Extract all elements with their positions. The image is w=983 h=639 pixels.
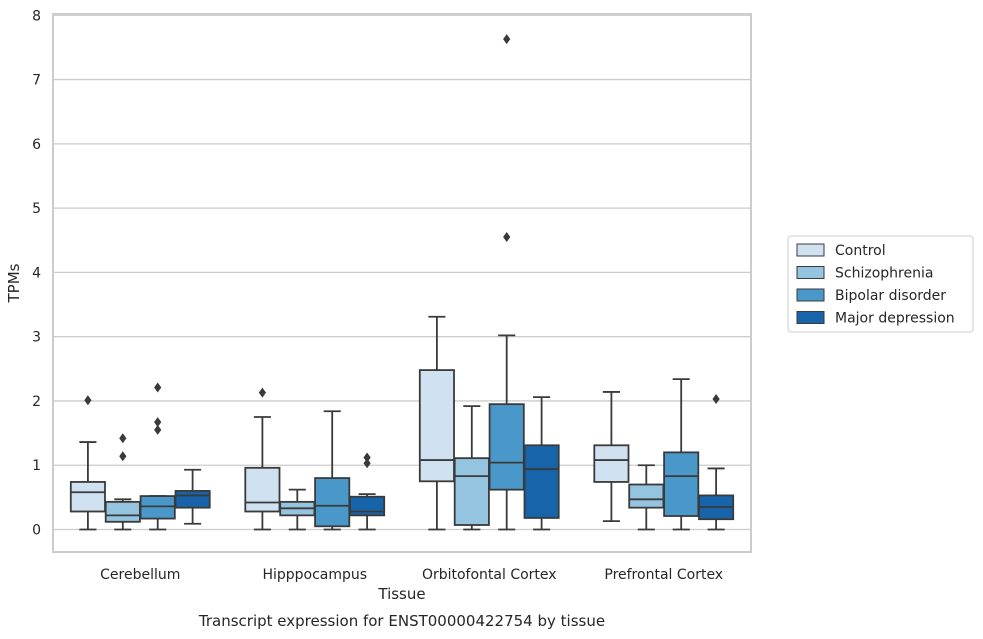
x-tick-label: Prefrontal Cortex bbox=[604, 567, 723, 583]
box-body bbox=[628, 483, 665, 509]
grid-lines bbox=[53, 14, 751, 531]
outlier-point bbox=[84, 395, 92, 406]
legend-label: Schizophrenia bbox=[835, 266, 933, 282]
box bbox=[698, 394, 735, 531]
x-axis-ticks: Cerebellum Hipppocampus Orbitofontal Corte… bbox=[100, 567, 723, 583]
legend-label: Major depression bbox=[835, 311, 955, 327]
y-axis-label: TPMs bbox=[5, 263, 23, 303]
box bbox=[453, 405, 490, 531]
outlier-point bbox=[154, 424, 162, 435]
box-body bbox=[593, 444, 630, 483]
outlier-point bbox=[712, 394, 720, 405]
box bbox=[418, 315, 455, 531]
y-tick-label: 7 bbox=[32, 73, 41, 89]
legend-swatch bbox=[796, 266, 825, 279]
y-tick-label: 5 bbox=[32, 201, 41, 217]
y-tick-label: 3 bbox=[32, 330, 41, 346]
box bbox=[69, 395, 106, 531]
legend-swatch bbox=[796, 243, 825, 257]
box-body bbox=[139, 495, 176, 520]
x-tick-label: Orbitofontal Cortex bbox=[422, 567, 557, 583]
box-body bbox=[174, 490, 211, 509]
outlier-point bbox=[503, 34, 511, 45]
box-body bbox=[104, 500, 141, 523]
outlier-point bbox=[258, 387, 266, 398]
box-body bbox=[69, 481, 106, 513]
box bbox=[349, 452, 386, 531]
y-tick-label: 4 bbox=[32, 265, 41, 281]
outlier-point bbox=[154, 382, 162, 393]
box bbox=[244, 387, 281, 531]
y-tick-label: 8 bbox=[32, 8, 41, 24]
y-tick-label: 1 bbox=[32, 458, 41, 474]
legend: Control Schizophrenia Bipolar disorder Majo… bbox=[787, 235, 974, 333]
box bbox=[663, 378, 700, 531]
legend-swatch bbox=[796, 311, 825, 324]
outlier-point bbox=[503, 232, 511, 243]
y-axis-ticks: 0 1 2 3 4 5 6 7 8 bbox=[32, 8, 41, 538]
box bbox=[104, 433, 141, 531]
outlier-point bbox=[119, 433, 127, 444]
y-tick-label: 2 bbox=[32, 394, 41, 410]
box bbox=[279, 488, 316, 531]
box bbox=[628, 464, 665, 531]
box-body bbox=[314, 477, 351, 528]
y-tick-label: 6 bbox=[32, 137, 41, 153]
outlier-point bbox=[119, 451, 127, 462]
box-body bbox=[663, 451, 700, 517]
box bbox=[139, 382, 176, 531]
y-tick-label: 0 bbox=[32, 523, 41, 539]
box-body bbox=[244, 466, 281, 513]
outlier-point bbox=[154, 417, 162, 428]
legend-frame bbox=[787, 235, 974, 333]
box-body bbox=[418, 369, 455, 483]
plot-area bbox=[69, 34, 735, 531]
legend-label: Bipolar disorder bbox=[835, 288, 946, 304]
outlier-point bbox=[363, 452, 371, 463]
box bbox=[314, 410, 351, 531]
outlier-point bbox=[363, 458, 371, 469]
plot-frame bbox=[52, 13, 752, 553]
box bbox=[593, 391, 630, 523]
box-body bbox=[523, 444, 560, 519]
legend-swatch bbox=[796, 288, 825, 302]
box bbox=[174, 468, 211, 525]
box bbox=[523, 396, 560, 531]
legend-label: Control bbox=[835, 243, 886, 259]
box-body bbox=[488, 403, 525, 491]
x-tick-label: Cerebellum bbox=[100, 567, 180, 583]
x-axis-label: Tissue bbox=[377, 585, 425, 603]
box-body bbox=[453, 457, 490, 526]
box bbox=[488, 34, 525, 531]
box-body bbox=[349, 495, 386, 517]
chart-title: Transcript expression for ENST0000042275… bbox=[198, 612, 605, 630]
x-tick-label: Hipppocampus bbox=[262, 567, 367, 583]
